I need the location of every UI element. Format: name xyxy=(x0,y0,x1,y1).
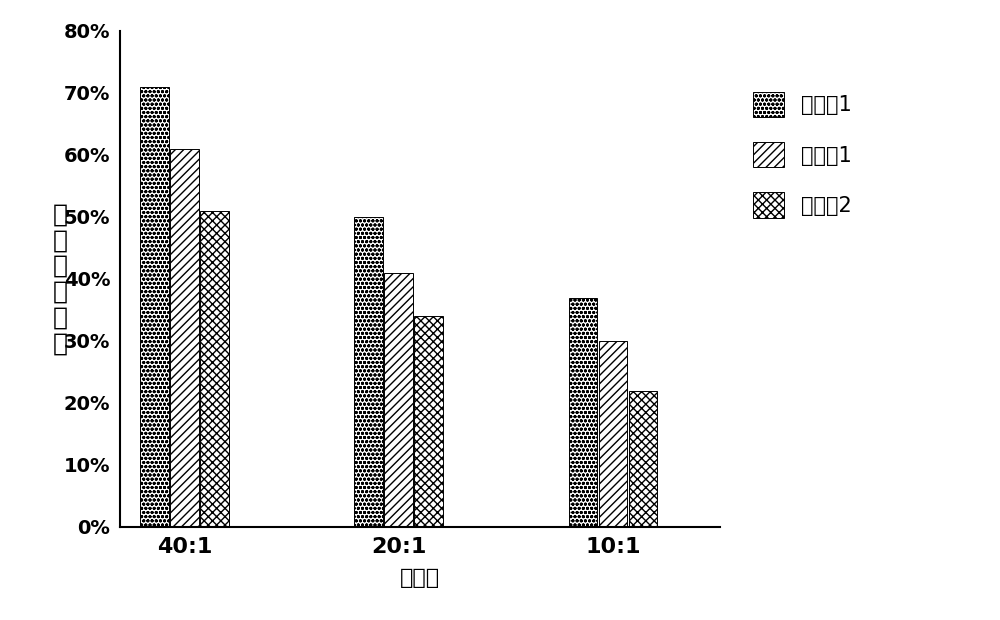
Legend: 实施例1, 对比例1, 对比例2: 实施例1, 对比例1, 对比例2 xyxy=(742,81,862,228)
Bar xyxy=(140,87,169,527)
Bar xyxy=(354,217,383,527)
X-axis label: 效靶比: 效靶比 xyxy=(400,568,440,588)
Bar xyxy=(384,273,413,527)
Bar xyxy=(599,341,627,527)
Bar xyxy=(414,316,443,527)
Bar xyxy=(629,391,657,527)
Bar xyxy=(200,211,229,527)
Bar xyxy=(569,298,597,527)
Text: 特
异
性
释
放
率: 特 异 性 释 放 率 xyxy=(52,202,68,356)
Bar xyxy=(170,149,199,527)
